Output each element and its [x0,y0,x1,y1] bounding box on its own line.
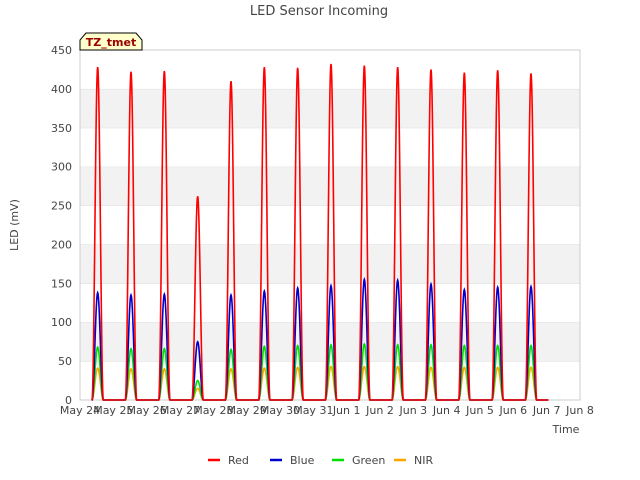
series-line-red [91,63,549,401]
annotation-box: TZ_tmet [79,32,143,51]
x-tick-label: May 25 [93,404,133,417]
y-tick-label: 200 [51,238,72,251]
y-tick-label: 250 [51,200,72,213]
x-tick-label: Jun 5 [465,404,494,417]
legend-label: NIR [414,454,433,467]
plot-frame [79,49,581,401]
x-tick-label: May 27 [160,404,200,417]
annotation-label: TZ_tmet [86,36,136,49]
y-axis-label: LED (mV) [8,199,21,251]
y-tick-label: 450 [51,44,72,57]
x-tick-label: Jun 2 [365,404,394,417]
y-tick-label: 50 [58,355,72,368]
x-tick-label: Jun 6 [498,404,527,417]
x-tick-label: May 30 [260,404,300,417]
x-tick-label: Jun 4 [432,404,461,417]
x-tick-label: May 28 [193,404,233,417]
x-tick-label: Jun 7 [532,404,561,417]
x-tick-label: Jun 1 [332,404,361,417]
legend-label: Green [352,454,385,467]
x-tick-label: May 24 [60,404,100,417]
series-lines [91,63,549,401]
y-tick-labels: 0 50 100 150 200 250 300 350 400 450 [51,44,72,407]
x-tick-label: Jun 8 [565,404,594,417]
x-tick-label: May 26 [127,404,167,417]
y-tick-label: 100 [51,316,72,329]
legend-label: Blue [290,454,315,467]
y-tick-label: 150 [51,277,72,290]
legend-label: Red [228,454,249,467]
x-tick-label: May 31 [293,404,333,417]
x-tick-label: Jun 3 [398,404,427,417]
y-tick-label: 0 [65,394,72,407]
chart-title: LED Sensor Incoming [250,4,388,19]
grid-band [80,166,580,206]
grid-band [80,205,580,245]
x-tick-label: May 29 [227,404,267,417]
y-tick-label: 300 [51,161,72,174]
y-tick-label: 400 [51,83,72,96]
legend: Red Blue Green NIR [208,454,433,467]
x-axis-label: Time [552,423,580,436]
grid-band [80,244,580,284]
y-tick-label: 350 [51,122,72,135]
